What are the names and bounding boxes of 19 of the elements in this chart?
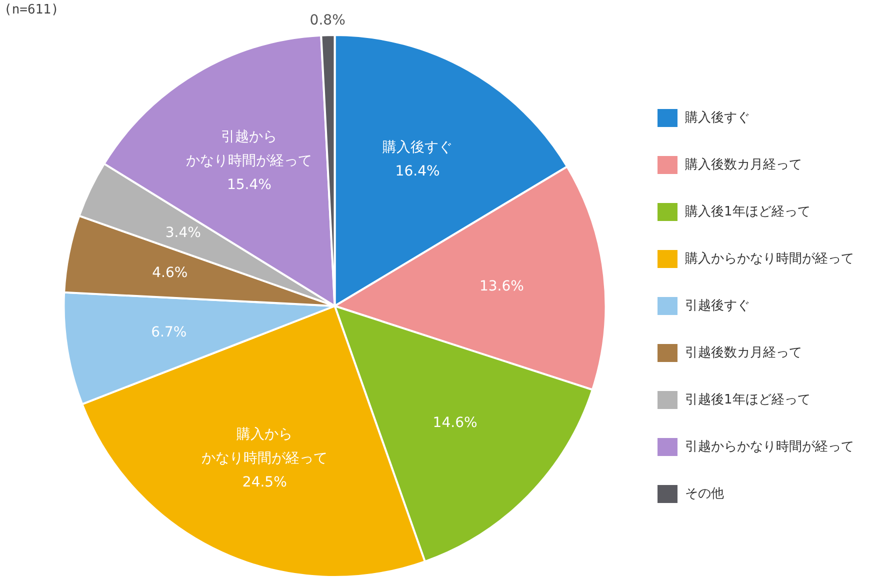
data-label: 0.8% bbox=[310, 12, 346, 29]
data-label: 4.6% bbox=[152, 265, 188, 282]
data-label: 13.6% bbox=[479, 278, 524, 295]
legend-label: 購入からかなり時間が経って bbox=[685, 251, 854, 266]
legend-label: 購入後すぐ bbox=[685, 110, 750, 126]
legend-label: 引越後数カ月経って bbox=[685, 345, 802, 360]
legend-label: 引越からかなり時間が経って bbox=[685, 439, 854, 454]
data-label: 引越からかなり時間が経って 15.4% bbox=[186, 129, 312, 194]
legend-label: 購入後1年ほど経って bbox=[685, 204, 810, 220]
legend-label: 引越後1年ほど経って bbox=[685, 392, 810, 408]
data-label: 購入後すぐ 16.4% bbox=[382, 139, 453, 180]
data-label: 3.4% bbox=[165, 225, 201, 242]
legend-label: 引越後すぐ bbox=[685, 298, 750, 314]
text: (n=611) bbox=[4, 2, 59, 18]
data-label: 14.6% bbox=[432, 414, 478, 431]
data-label: 6.7% bbox=[151, 324, 187, 340]
legend-label: 購入後数カ月経って bbox=[685, 157, 802, 172]
data-label: 購入からかなり時間が経って 24.5% bbox=[202, 426, 328, 490]
legend-label: その他 bbox=[685, 486, 724, 502]
